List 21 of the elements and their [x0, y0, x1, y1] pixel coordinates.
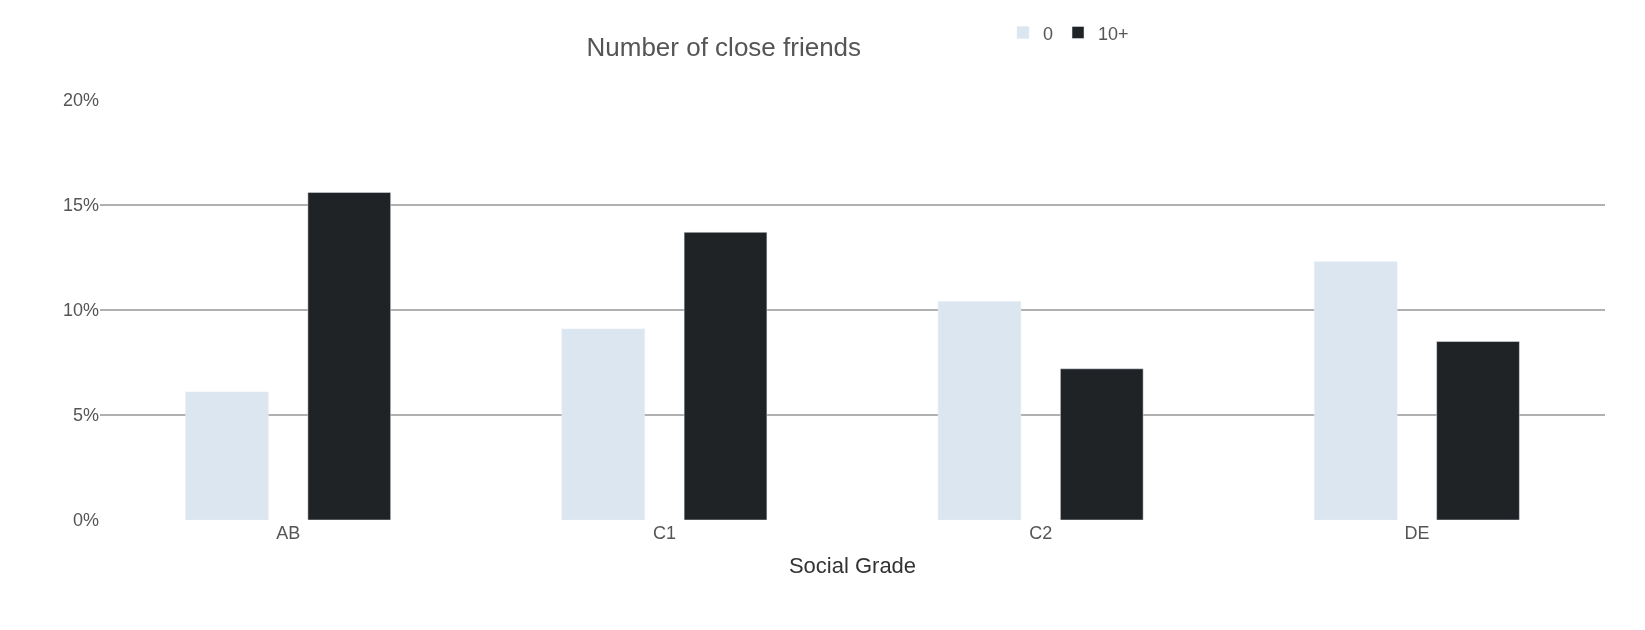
y-tick-label: 20% [62, 90, 99, 111]
y-tick-label: 0% [72, 510, 99, 531]
bar [561, 328, 645, 520]
bar [307, 192, 391, 520]
bar [1436, 341, 1520, 520]
bar [683, 232, 768, 520]
legend-label: 10+ [1098, 23, 1129, 44]
x-axis-title: Social Grade [788, 552, 917, 578]
bar [1314, 261, 1398, 520]
y-tick-label: 5% [72, 405, 99, 426]
bar [1060, 368, 1144, 520]
x-tick-label: DE [1404, 523, 1430, 543]
bar [937, 301, 1022, 520]
chart-title: Number of close friends [586, 32, 862, 62]
x-tick-label: AB [276, 523, 301, 543]
y-tick-label: 10% [62, 300, 99, 321]
x-tick-label: C2 [1029, 523, 1053, 543]
legend-label: 0 [1043, 23, 1054, 44]
bar [185, 391, 269, 520]
y-tick-label: 15% [62, 195, 99, 216]
x-tick-label: C1 [652, 523, 676, 543]
